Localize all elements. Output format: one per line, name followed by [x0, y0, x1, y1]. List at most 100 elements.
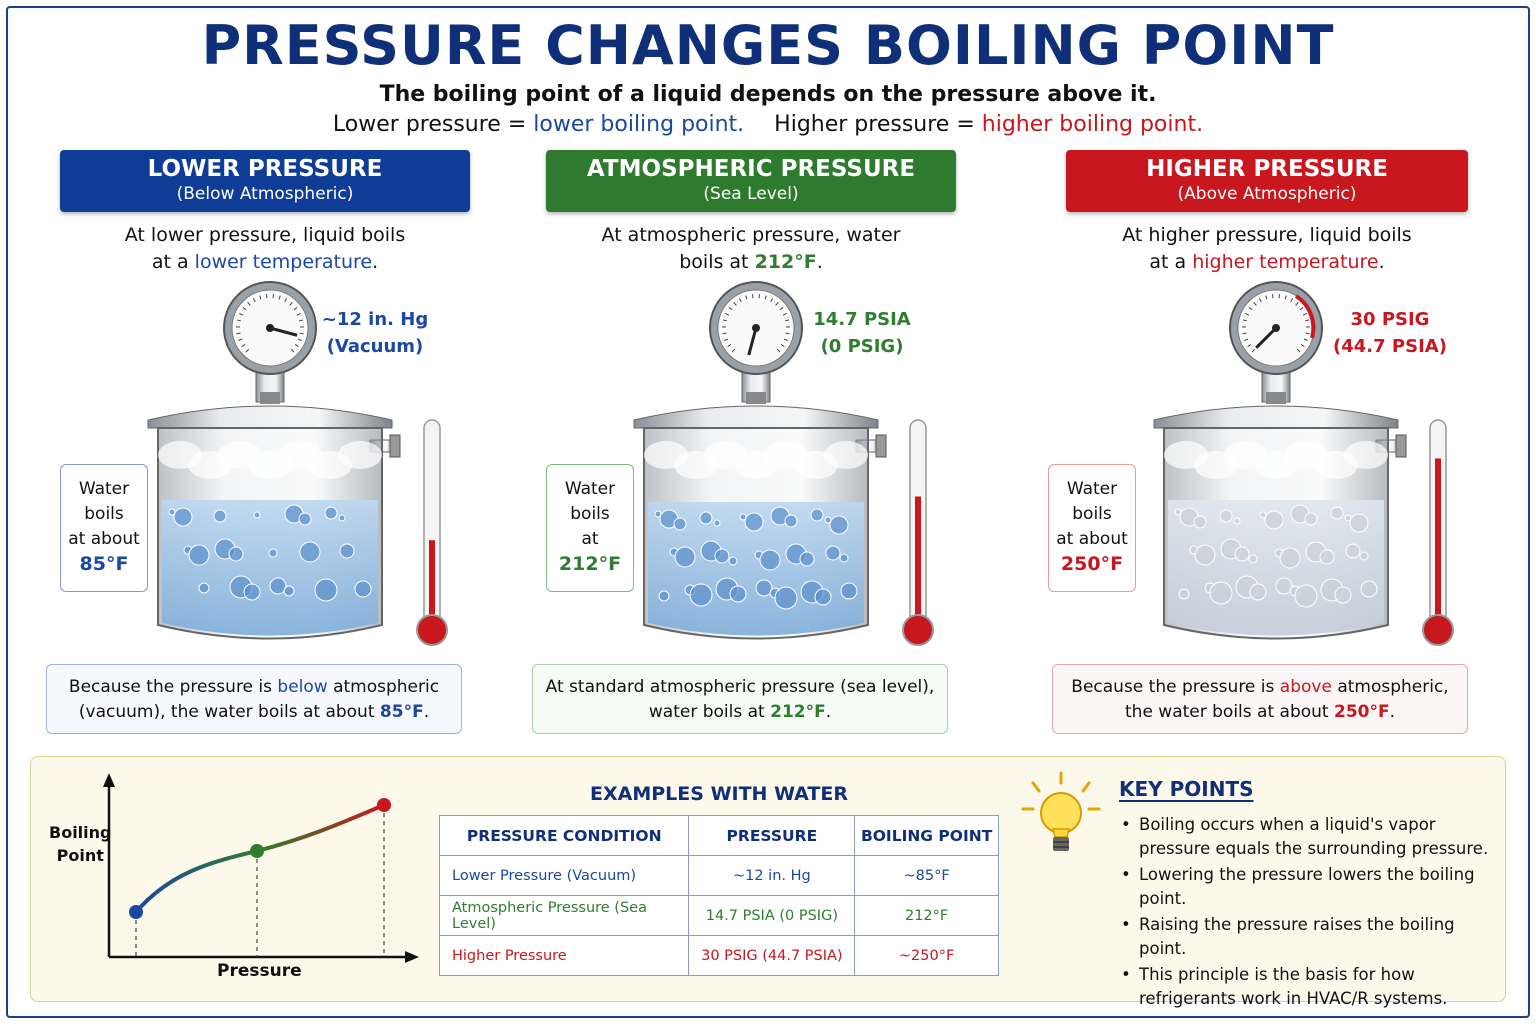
point-higher-pressure: [377, 798, 391, 812]
boil-temp-box: Water boils at about 85°F: [60, 464, 148, 592]
graph-x-label: Pressure: [217, 961, 302, 981]
boil-temp-value: 212°F: [558, 553, 622, 575]
bubble: [269, 577, 287, 595]
gauge-tick: [1247, 344, 1252, 348]
gauge-tick: [728, 307, 733, 311]
thermometer-mercury: [429, 540, 435, 630]
boil-temp-text: Water: [1066, 479, 1118, 499]
bubble: [339, 543, 355, 559]
gauge-tick: [1300, 344, 1305, 348]
gauge-tick: [241, 344, 246, 348]
description-highlight: lower temperature: [194, 251, 373, 273]
boil-temp-value: 85°F: [79, 553, 129, 575]
bubble: [814, 588, 832, 606]
pot-handle-cap: [1395, 434, 1407, 458]
gauge-tick: [242, 307, 247, 311]
gauge-tick: [290, 348, 295, 353]
x-axis-arrow: [405, 951, 419, 963]
bubble: [243, 583, 261, 601]
gauge-tick: [722, 332, 727, 335]
subtitle-line-1: The boiling point of a liquid depends on…: [379, 82, 1157, 107]
bubble: [774, 586, 798, 610]
bubble: [825, 545, 841, 561]
panel-description: At higher pressure, liquid boils at a hi…: [1066, 222, 1468, 276]
gauge-reading-value: 30 PSIG: [1350, 309, 1430, 330]
boil-temp-text: at: [581, 529, 599, 549]
gauge-tick: [724, 338, 729, 341]
bubble: [1330, 506, 1344, 520]
bubble: [1248, 554, 1258, 564]
bubble: [1294, 584, 1318, 608]
gauge-tick: [733, 302, 737, 306]
steam-cloud: [1344, 441, 1388, 469]
gauge-tick: [245, 348, 250, 353]
bubble: [1249, 583, 1267, 601]
gauge-tick: [1303, 338, 1308, 341]
gauge-needle: [1255, 326, 1278, 349]
bubble: [213, 509, 227, 523]
gauge-tick: [1245, 312, 1250, 316]
bubble: [714, 548, 730, 564]
bubble: [1319, 549, 1335, 565]
banner-subtitle: (Below Atmospheric): [176, 184, 354, 204]
y-axis-arrow: [103, 773, 115, 787]
bubble: [298, 512, 312, 526]
bubble: [1359, 551, 1369, 561]
gauge-tick: [779, 307, 784, 311]
gauge-tick: [783, 338, 788, 341]
table-cell: Atmospheric Pressure (Sea Level): [438, 895, 690, 936]
note-text: .: [825, 702, 832, 722]
bubble: [674, 546, 696, 568]
table-row: Atmospheric Pressure (Sea Level) 14.7 PS…: [438, 895, 999, 936]
examples-title: EXAMPLES WITH WATER: [590, 783, 848, 805]
bubble: [689, 583, 713, 607]
gauge-tick: [731, 348, 736, 353]
gauge-tick: [1248, 307, 1253, 311]
boiling-point-graph: [103, 773, 419, 963]
bubble: [728, 556, 738, 566]
panel-description: At atmospheric pressure, water boils at …: [546, 222, 956, 276]
graph-y-label: Boiling Point: [49, 821, 111, 867]
bubble: [784, 514, 798, 528]
description-text: at a: [151, 251, 195, 273]
gauge-red-zone: [1294, 294, 1316, 339]
key-point-item: Boiling occurs when a liquid's vapor pre…: [1121, 813, 1501, 861]
subtitle-text: Higher pressure =: [774, 112, 982, 137]
gauge-tick: [1305, 332, 1310, 335]
gauge-tick: [785, 332, 790, 335]
gauge-tick: [745, 295, 748, 300]
boil-temp-text: Water: [564, 479, 616, 499]
gauge-tick: [236, 332, 241, 335]
note-highlight: below: [277, 677, 328, 697]
note-text: .: [1389, 702, 1395, 722]
gauge-tick: [727, 344, 732, 348]
bubble: [338, 514, 346, 522]
bubble: [810, 508, 824, 522]
thermometer-bulb: [902, 614, 934, 646]
bubble: [299, 541, 321, 563]
gauge-reading: 14.7 PSIA (0 PSIG): [792, 306, 932, 360]
panel-lower-pressure: LOWER PRESSURE (Below Atmospheric) At lo…: [46, 150, 470, 740]
bubble: [228, 546, 244, 562]
bubble: [173, 507, 193, 527]
pot-lid: [147, 405, 393, 429]
note-text: Because the pressure is: [68, 677, 278, 697]
gauge-pivot: [266, 324, 274, 332]
table-cell: 212°F: [854, 895, 999, 936]
gauge-tick: [299, 319, 304, 322]
gauge-reading: 30 PSIG (44.7 PSIA): [1320, 306, 1460, 360]
gauge-tick: [764, 295, 767, 300]
bubble: [1304, 512, 1318, 526]
boil-temp-value: 250°F: [1060, 553, 1124, 575]
gauge-reading-value: ~12 in. Hg: [321, 309, 429, 330]
gauge-reading-note: (44.7 PSIA): [1333, 336, 1447, 357]
note-text: (vacuum), the water boils at about: [78, 702, 380, 722]
bubble: [840, 582, 858, 600]
gauge-pivot: [1272, 324, 1280, 332]
boil-temp-text: at about: [1056, 529, 1128, 549]
examples-table: PRESSURE CONDITION PRESSURE BOILING POIN…: [438, 815, 999, 976]
thermometer-mercury: [1435, 458, 1441, 630]
bubble: [1209, 581, 1233, 605]
gauge-tick: [1284, 295, 1287, 300]
boil-temp-text: Water: [78, 479, 130, 499]
